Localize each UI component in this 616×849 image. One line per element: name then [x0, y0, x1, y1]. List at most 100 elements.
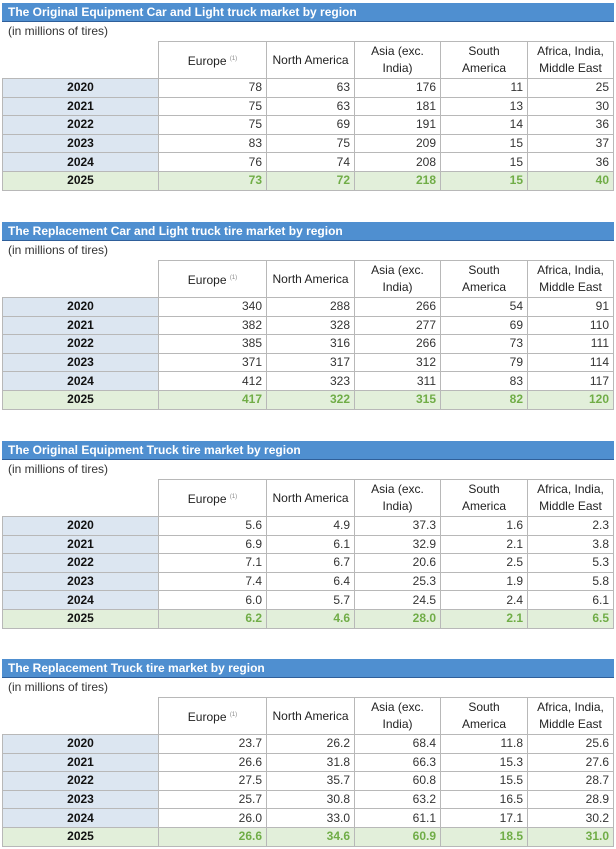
- value-cell: 5.3: [527, 553, 614, 573]
- header-blank: [2, 41, 159, 79]
- value-cell: 28.9: [527, 789, 614, 810]
- value-cell: 31.8: [266, 752, 355, 773]
- value-cell: 218: [354, 170, 441, 191]
- value-cell: 14: [440, 115, 528, 135]
- column-header: South America: [440, 41, 528, 79]
- value-cell: 6.2: [158, 608, 267, 629]
- value-cell: 315: [354, 389, 441, 410]
- value-cell: 208: [354, 152, 441, 172]
- value-cell: 32.9: [354, 534, 441, 555]
- value-cell: 34.6: [266, 826, 355, 847]
- value-cell: 26.0: [158, 808, 267, 828]
- value-cell: 111: [527, 334, 614, 354]
- value-cell: 60.9: [354, 826, 441, 847]
- column-header: North America: [266, 41, 355, 79]
- value-cell: 385: [158, 334, 267, 354]
- value-cell: 63: [266, 78, 355, 98]
- table-unit: (in millions of tires): [8, 24, 109, 38]
- value-cell: 2.5: [440, 553, 528, 573]
- value-cell: 78: [158, 78, 267, 98]
- value-cell: 5.8: [527, 571, 614, 592]
- footnote-marker: (1): [229, 493, 238, 500]
- column-label: Africa, India, Middle East: [537, 44, 604, 75]
- value-cell: 2.3: [527, 516, 614, 536]
- value-cell: 181: [354, 96, 441, 117]
- year-cell: 2021: [2, 315, 159, 336]
- value-cell: 371: [158, 352, 267, 373]
- value-cell: 28.0: [354, 608, 441, 629]
- value-cell: 61.1: [354, 808, 441, 828]
- value-cell: 311: [354, 371, 441, 391]
- value-cell: 17.1: [440, 808, 528, 828]
- value-cell: 5.7: [266, 590, 355, 610]
- data-row: 2023 371 317 312 79 114: [2, 352, 614, 373]
- data-row: 2023 25.7 30.8 63.2 16.5 28.9: [2, 789, 614, 810]
- value-cell: 25.7: [158, 789, 267, 810]
- value-cell: 15: [440, 152, 528, 172]
- year-cell: 2021: [2, 752, 159, 773]
- data-row: 2024 26.0 33.0 61.1 17.1 30.2: [2, 808, 614, 828]
- year-cell: 2022: [2, 115, 159, 135]
- value-cell: 4.9: [266, 516, 355, 536]
- data-row: 2023 83 75 209 15 37: [2, 133, 614, 154]
- value-cell: 6.9: [158, 534, 267, 555]
- column-label: Africa, India, Middle East: [537, 263, 604, 294]
- column-header: Africa, India, Middle East: [527, 479, 614, 517]
- value-cell: 15: [440, 170, 528, 191]
- data-row: 2022 75 69 191 14 36: [2, 115, 614, 135]
- header-blank: [2, 697, 159, 735]
- value-cell: 68.4: [354, 734, 441, 754]
- data-table: Europe (1) North America Asia (exc. India)…: [2, 697, 614, 847]
- value-cell: 316: [266, 334, 355, 354]
- column-label: Europe: [187, 491, 227, 506]
- column-header: North America: [266, 260, 355, 298]
- table-section: The Replacement Truck tire market by reg…: [2, 659, 614, 847]
- value-cell: 110: [527, 315, 614, 336]
- column-label: Asia (exc. India): [371, 482, 424, 513]
- value-cell: 6.5: [527, 608, 614, 629]
- year-cell: 2025: [2, 826, 159, 847]
- data-row: 2021 75 63 181 13 30: [2, 96, 614, 117]
- value-cell: 69: [266, 115, 355, 135]
- value-cell: 73: [440, 334, 528, 354]
- column-header: Europe (1): [158, 260, 267, 298]
- value-cell: 83: [440, 371, 528, 391]
- value-cell: 24.5: [354, 590, 441, 610]
- value-cell: 75: [158, 96, 267, 117]
- column-header: North America: [266, 697, 355, 735]
- column-label: South America: [461, 44, 506, 75]
- column-label: South America: [461, 482, 506, 513]
- year-cell: 2021: [2, 534, 159, 555]
- data-row: 2024 6.0 5.7 24.5 2.4 6.1: [2, 590, 614, 610]
- value-cell: 18.5: [440, 826, 528, 847]
- value-cell: 26.6: [158, 826, 267, 847]
- header-blank: [2, 260, 159, 298]
- value-cell: 15.5: [440, 771, 528, 791]
- data-table: Europe (1) North America Asia (exc. India)…: [2, 479, 614, 629]
- value-cell: 312: [354, 352, 441, 373]
- data-row: 2021 26.6 31.8 66.3 15.3 27.6: [2, 752, 614, 773]
- data-row: 2024 76 74 208 15 36: [2, 152, 614, 172]
- column-header: Asia (exc. India): [354, 260, 441, 298]
- header-row: Europe (1) North America Asia (exc. India)…: [2, 41, 614, 79]
- year-cell: 2023: [2, 133, 159, 154]
- value-cell: 2.4: [440, 590, 528, 610]
- year-cell: 2025: [2, 170, 159, 191]
- value-cell: 36: [527, 152, 614, 172]
- value-cell: 75: [266, 133, 355, 154]
- data-row: 2025 417 322 315 82 120: [2, 389, 614, 410]
- value-cell: 40: [527, 170, 614, 191]
- data-row: 2020 5.6 4.9 37.3 1.6 2.3: [2, 516, 614, 536]
- column-header: Asia (exc. India): [354, 41, 441, 79]
- column-header: Asia (exc. India): [354, 479, 441, 517]
- value-cell: 23.7: [158, 734, 267, 754]
- column-header: Asia (exc. India): [354, 697, 441, 735]
- year-cell: 2025: [2, 608, 159, 629]
- value-cell: 11.8: [440, 734, 528, 754]
- value-cell: 79: [440, 352, 528, 373]
- value-cell: 417: [158, 389, 267, 410]
- column-header: Europe (1): [158, 41, 267, 79]
- year-cell: 2024: [2, 152, 159, 172]
- header-row: Europe (1) North America Asia (exc. India)…: [2, 260, 614, 298]
